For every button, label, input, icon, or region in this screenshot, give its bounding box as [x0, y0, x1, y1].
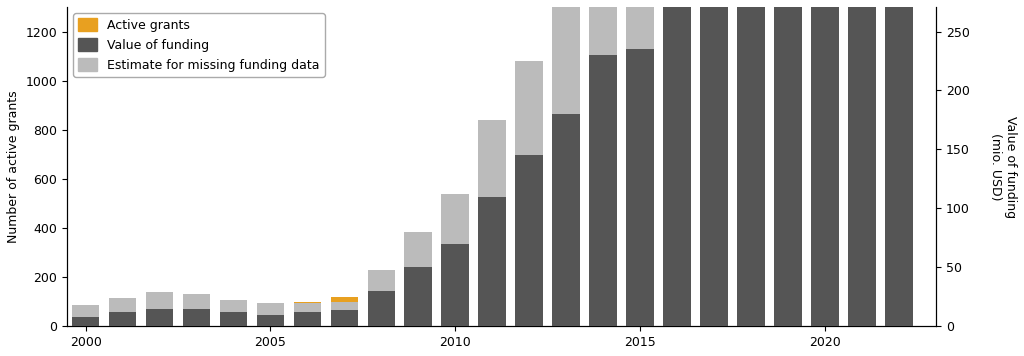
Bar [331, 302, 358, 310]
Bar [145, 308, 173, 326]
Bar [590, 55, 617, 326]
Bar [885, 39, 913, 326]
Bar [219, 304, 248, 326]
Bar [700, 0, 728, 326]
Bar [219, 312, 248, 326]
Bar [590, 151, 617, 326]
Bar [404, 232, 432, 267]
Bar [257, 303, 285, 326]
Bar [72, 317, 99, 326]
Legend: Active grants, Value of funding, Estimate for missing funding data: Active grants, Value of funding, Estimat… [74, 13, 325, 77]
Bar [811, 0, 839, 326]
Y-axis label: Value of funding
(mio. USD): Value of funding (mio. USD) [989, 116, 1017, 218]
Bar [145, 292, 173, 309]
Bar [294, 312, 322, 326]
Bar [590, 0, 617, 55]
Bar [848, 0, 876, 326]
Bar [811, 69, 839, 326]
Bar [441, 262, 469, 326]
Bar [109, 313, 136, 326]
Bar [294, 302, 322, 326]
Bar [441, 244, 469, 326]
Bar [885, 0, 913, 326]
Bar [664, 131, 691, 326]
Bar [182, 309, 210, 326]
Bar [182, 304, 210, 326]
Bar [331, 310, 358, 326]
Bar [294, 303, 322, 312]
Bar [404, 283, 432, 326]
Bar [145, 309, 173, 326]
Bar [552, 114, 581, 326]
Bar [737, 0, 765, 326]
Y-axis label: Number of active grants: Number of active grants [7, 90, 19, 243]
Bar [515, 204, 543, 326]
Bar [109, 298, 136, 312]
Bar [774, 94, 802, 326]
Bar [552, 2, 581, 114]
Bar [515, 155, 543, 326]
Bar [774, 0, 802, 326]
Bar [257, 303, 285, 315]
Bar [182, 294, 210, 309]
Bar [219, 300, 248, 312]
Bar [72, 305, 99, 317]
Bar [441, 194, 469, 244]
Bar [478, 120, 506, 197]
Bar [552, 173, 581, 326]
Bar [515, 61, 543, 155]
Bar [257, 315, 285, 326]
Bar [848, 55, 876, 326]
Bar [478, 197, 506, 326]
Bar [368, 291, 395, 326]
Bar [368, 270, 395, 291]
Bar [664, 0, 691, 326]
Bar [737, 112, 765, 326]
Bar [478, 235, 506, 326]
Bar [700, 122, 728, 326]
Bar [627, 49, 654, 326]
Bar [109, 312, 136, 326]
Bar [404, 267, 432, 326]
Bar [627, 145, 654, 326]
Bar [331, 297, 358, 326]
Bar [368, 294, 395, 326]
Bar [72, 319, 99, 326]
Bar [627, 0, 654, 49]
